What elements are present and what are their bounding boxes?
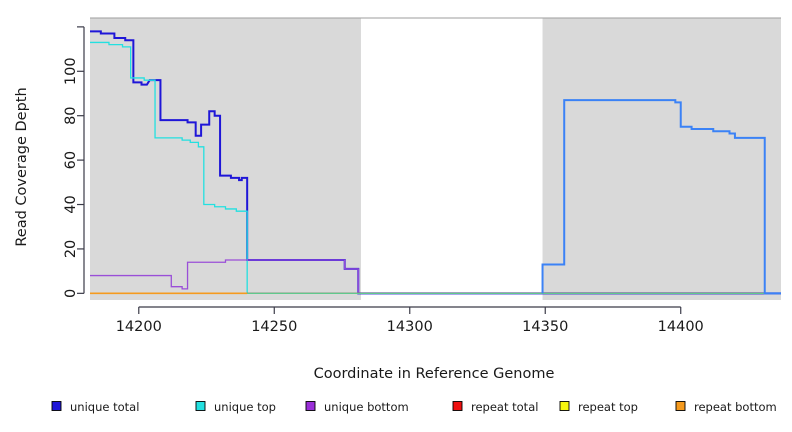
x-tick-label: 14350: [522, 319, 568, 335]
y-tick-label: 0: [63, 289, 79, 298]
series-line-unique-bottom: [90, 259, 781, 294]
legend-swatch-repeat-top: [559, 401, 570, 411]
legend-label-repeat-bottom: repeat bottom: [694, 400, 777, 414]
legend-label-repeat-top: repeat top: [578, 400, 638, 414]
x-tick-label: 14250: [251, 319, 297, 335]
axes-group: [77, 26, 682, 314]
legend-label-repeat-total: repeat total: [471, 400, 538, 414]
y-tick-label: 100: [63, 57, 79, 85]
legend-swatch-unique-top: [195, 401, 206, 411]
y-tick-label: 40: [63, 195, 79, 213]
x-tick-label: 14200: [116, 319, 162, 335]
shaded-region: [542, 18, 781, 300]
legend: unique total unique top unique bottom repea…: [51, 400, 777, 414]
series-line-unique-total: [90, 30, 781, 295]
legend-swatch-repeat-bottom: [675, 401, 686, 411]
tick-labels-group: 0 20 40 60 80 100 14200 14250 14300 14350 14400: [63, 57, 704, 335]
shaded-region-group: [90, 17, 781, 300]
x-tick-label: 14300: [387, 319, 433, 335]
x-tick-label: 14400: [658, 319, 704, 335]
legend-swatch-repeat-total: [452, 401, 463, 411]
legend-label-unique-bottom: unique bottom: [324, 400, 409, 414]
legend-label-unique-top: unique top: [214, 400, 276, 414]
legend-swatch-unique-total: [51, 401, 62, 411]
legend-swatch-unique-bottom: [305, 401, 316, 411]
y-axis-title: Read Coverage Depth: [14, 87, 30, 246]
series-group: [90, 30, 781, 295]
series-line-unique-top: [90, 41, 781, 294]
legend-label-unique-total: unique total: [70, 400, 139, 414]
y-tick-label: 60: [63, 151, 79, 169]
y-tick-label: 20: [63, 240, 79, 258]
y-tick-label: 80: [63, 106, 79, 124]
shaded-region: [90, 18, 361, 300]
x-axis-title: Coordinate in Reference Genome: [314, 366, 555, 382]
series-line-unique-total-right: [541, 99, 781, 295]
